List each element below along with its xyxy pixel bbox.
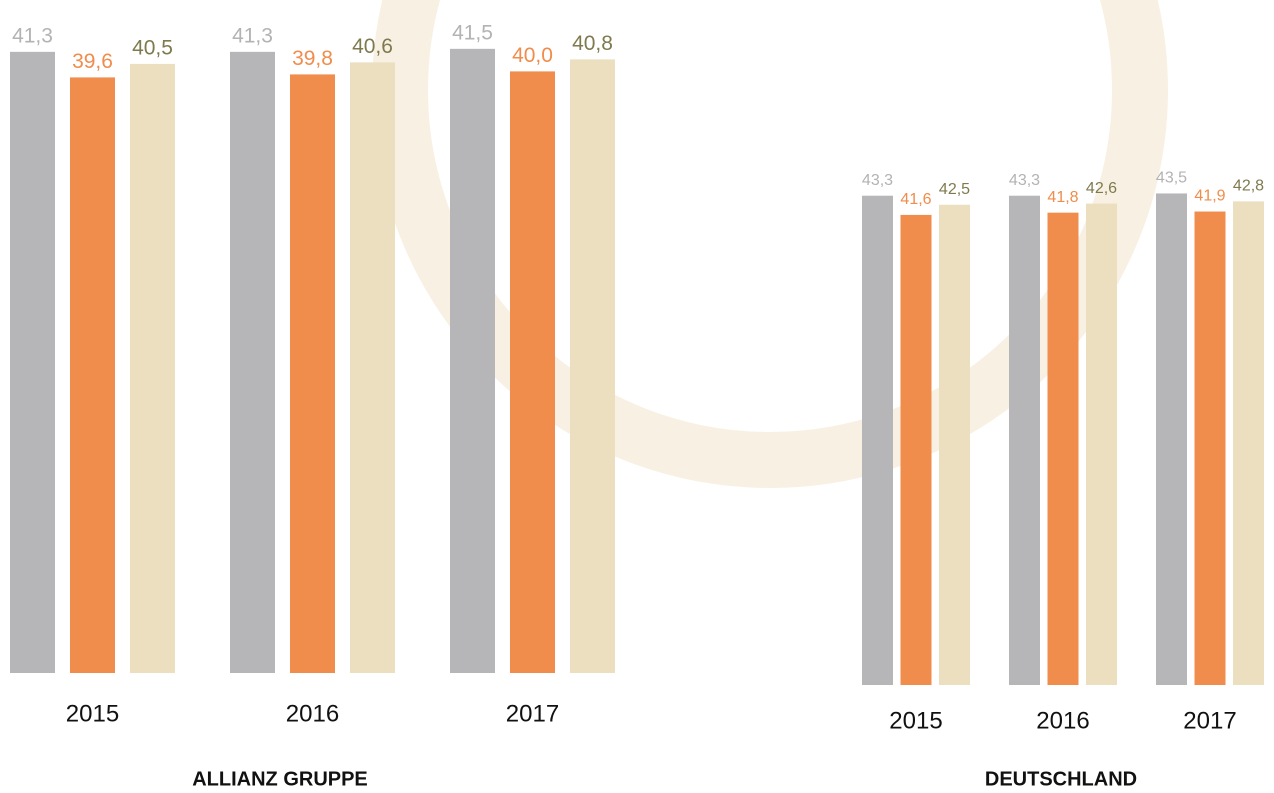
value-label: 43,5 <box>1156 170 1187 187</box>
bar <box>1233 201 1264 686</box>
bar <box>1086 203 1117 685</box>
value-label: 41,9 <box>1194 188 1225 205</box>
value-label: 41,8 <box>1047 189 1078 206</box>
value-label: 40,6 <box>352 35 393 58</box>
value-label: 40,0 <box>512 44 553 67</box>
x-tick-label: 2017 <box>506 700 559 727</box>
bar <box>10 51 55 673</box>
bar <box>130 63 175 673</box>
x-tick-label: 2016 <box>286 700 339 727</box>
value-label: 41,3 <box>232 24 273 47</box>
value-label: 43,3 <box>862 172 893 189</box>
x-tick-label: 2017 <box>1183 707 1236 734</box>
x-tick-label: 2016 <box>1036 707 1089 734</box>
chart-title: DEUTSCHLAND <box>985 768 1137 790</box>
value-label: 43,3 <box>1009 172 1040 189</box>
value-label: 41,6 <box>900 191 931 208</box>
value-label: 41,3 <box>12 24 53 47</box>
background-ring <box>372 0 1168 488</box>
value-label: 42,8 <box>1233 178 1264 195</box>
value-label: 42,5 <box>939 181 970 198</box>
value-label: 39,8 <box>292 47 333 70</box>
bar <box>350 62 395 674</box>
bar <box>510 71 555 673</box>
value-label: 42,6 <box>1086 180 1117 197</box>
bar <box>939 204 970 685</box>
bar <box>862 195 893 685</box>
bar <box>1156 193 1187 685</box>
bar <box>70 77 115 673</box>
bar <box>900 214 932 686</box>
bar <box>230 51 275 673</box>
bar <box>1009 195 1040 685</box>
bar <box>1194 211 1226 685</box>
chart-title: ALLIANZ GRUPPE <box>192 768 368 790</box>
value-label: 39,6 <box>72 50 113 73</box>
bar <box>290 74 335 673</box>
bar <box>450 48 495 673</box>
bar <box>1047 212 1079 685</box>
value-label: 41,5 <box>452 21 493 44</box>
bar <box>570 59 615 674</box>
value-label: 40,5 <box>132 36 173 59</box>
value-label: 40,8 <box>572 32 613 55</box>
x-tick-label: 2015 <box>889 707 942 734</box>
x-tick-label: 2015 <box>66 700 119 727</box>
